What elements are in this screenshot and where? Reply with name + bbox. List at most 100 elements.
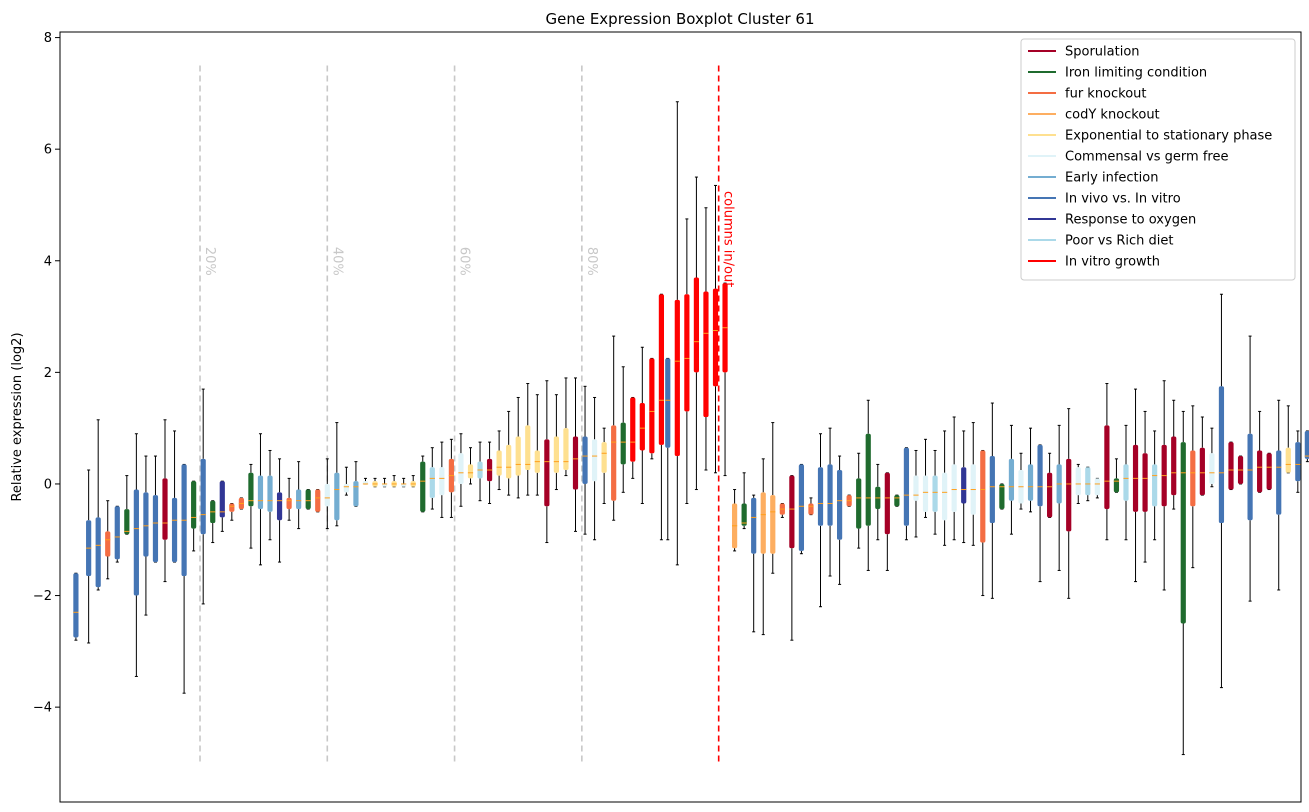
box-54 (591, 439, 598, 482)
box-104 (1066, 458, 1072, 532)
box-97 (999, 483, 1005, 510)
legend-entry: Sporulation (1065, 45, 1140, 60)
legend-entry: Poor vs Rich diet (1065, 234, 1173, 249)
box-64 (684, 294, 690, 412)
box-102 (1047, 472, 1053, 518)
y-tick-label: 2 (44, 366, 52, 381)
box-36 (420, 461, 426, 512)
chart-title: Gene Expression Boxplot Cluster 61 (545, 10, 814, 28)
box-108 (1104, 425, 1110, 510)
box-8 (152, 495, 159, 563)
box-28 (343, 483, 349, 493)
box-105 (1075, 467, 1081, 496)
box-112 (1142, 453, 1148, 512)
box-75 (789, 475, 795, 549)
box-53 (582, 436, 588, 484)
split-label: columns in/out (721, 191, 736, 287)
box-4 (114, 506, 120, 560)
box-9 (162, 478, 168, 540)
box-20 (267, 475, 273, 512)
box-78 (817, 467, 824, 526)
box-61 (658, 294, 665, 445)
percentile-label: 80% (584, 247, 599, 276)
y-tick-label: 8 (44, 31, 52, 46)
box-32 (381, 483, 388, 487)
box-121 (1228, 442, 1234, 490)
box-92 (951, 464, 957, 512)
box-123 (1247, 433, 1253, 521)
y-tick-label: 6 (44, 143, 52, 158)
box-70 (741, 503, 747, 526)
box-86 (894, 495, 900, 507)
box-82 (856, 478, 862, 529)
box-34 (401, 483, 407, 487)
box-127 (1285, 447, 1291, 473)
box-115 (1171, 436, 1177, 496)
box-41 (467, 464, 474, 479)
box-79 (827, 464, 833, 526)
box-109 (1113, 478, 1120, 493)
box-26 (324, 483, 330, 507)
box-63 (674, 299, 680, 457)
y-axis-label: Relative expression (log2) (10, 332, 25, 501)
box-110 (1123, 464, 1129, 501)
box-37 (429, 467, 435, 498)
box-126 (1276, 450, 1282, 515)
box-101 (1037, 444, 1043, 507)
box-23 (296, 489, 302, 510)
box-89 (922, 475, 929, 512)
y-axis: −4 −2 0 2 4 6 8 (33, 31, 60, 716)
legend-entry: fur knockout (1065, 87, 1147, 102)
box-95 (980, 450, 986, 543)
box-73 (770, 495, 776, 554)
legend: Sporulation Iron limiting condition fur kn… (1020, 38, 1296, 281)
box-22 (286, 497, 292, 510)
box-80 (837, 470, 843, 540)
box-66 (703, 291, 709, 417)
legend-entry: In vitro growth (1065, 255, 1160, 270)
box-40 (458, 453, 464, 484)
y-tick-label: −2 (33, 589, 52, 604)
legend-entry: Commensal vs germ free (1065, 150, 1228, 165)
box-57 (620, 422, 626, 465)
box-85 (884, 472, 890, 535)
box-50 (553, 436, 559, 473)
box-13 (200, 458, 206, 535)
box-19 (257, 475, 264, 510)
box-120 (1218, 386, 1225, 524)
box-0 (73, 573, 79, 638)
legend-entry: codY knockout (1065, 108, 1160, 123)
box-125 (1266, 453, 1272, 490)
box-21 (276, 492, 283, 521)
box-30 (362, 481, 369, 484)
box-93 (961, 467, 967, 504)
box-6 (133, 489, 139, 596)
box-51 (563, 428, 569, 471)
legend-entry: Response to oxygen (1065, 213, 1196, 228)
box-71 (751, 497, 757, 554)
box-88 (913, 475, 919, 501)
plot-area: 20% 40% 60% 80% columns in/out (73, 65, 1309, 763)
box-56 (611, 425, 617, 501)
box-118 (1199, 447, 1205, 496)
y-tick-label: 4 (44, 254, 52, 269)
box-72 (760, 492, 766, 554)
box-29 (353, 481, 359, 507)
box-77 (808, 503, 814, 515)
box-91 (942, 472, 948, 521)
box-100 (1027, 464, 1034, 501)
box-76 (798, 464, 805, 551)
box-46 (515, 436, 521, 476)
box-124 (1257, 450, 1263, 493)
box-45 (506, 444, 512, 479)
box-12 (191, 481, 197, 529)
box-128 (1295, 442, 1301, 482)
legend-entry: In vivo vs. In vitro (1065, 192, 1181, 207)
box-16 (229, 503, 235, 512)
box-65 (693, 277, 700, 373)
box-62 (665, 358, 671, 448)
box-3 (105, 531, 111, 557)
box-38 (439, 467, 445, 496)
legend-entry: Iron limiting condition (1065, 66, 1207, 81)
box-59 (639, 403, 645, 451)
